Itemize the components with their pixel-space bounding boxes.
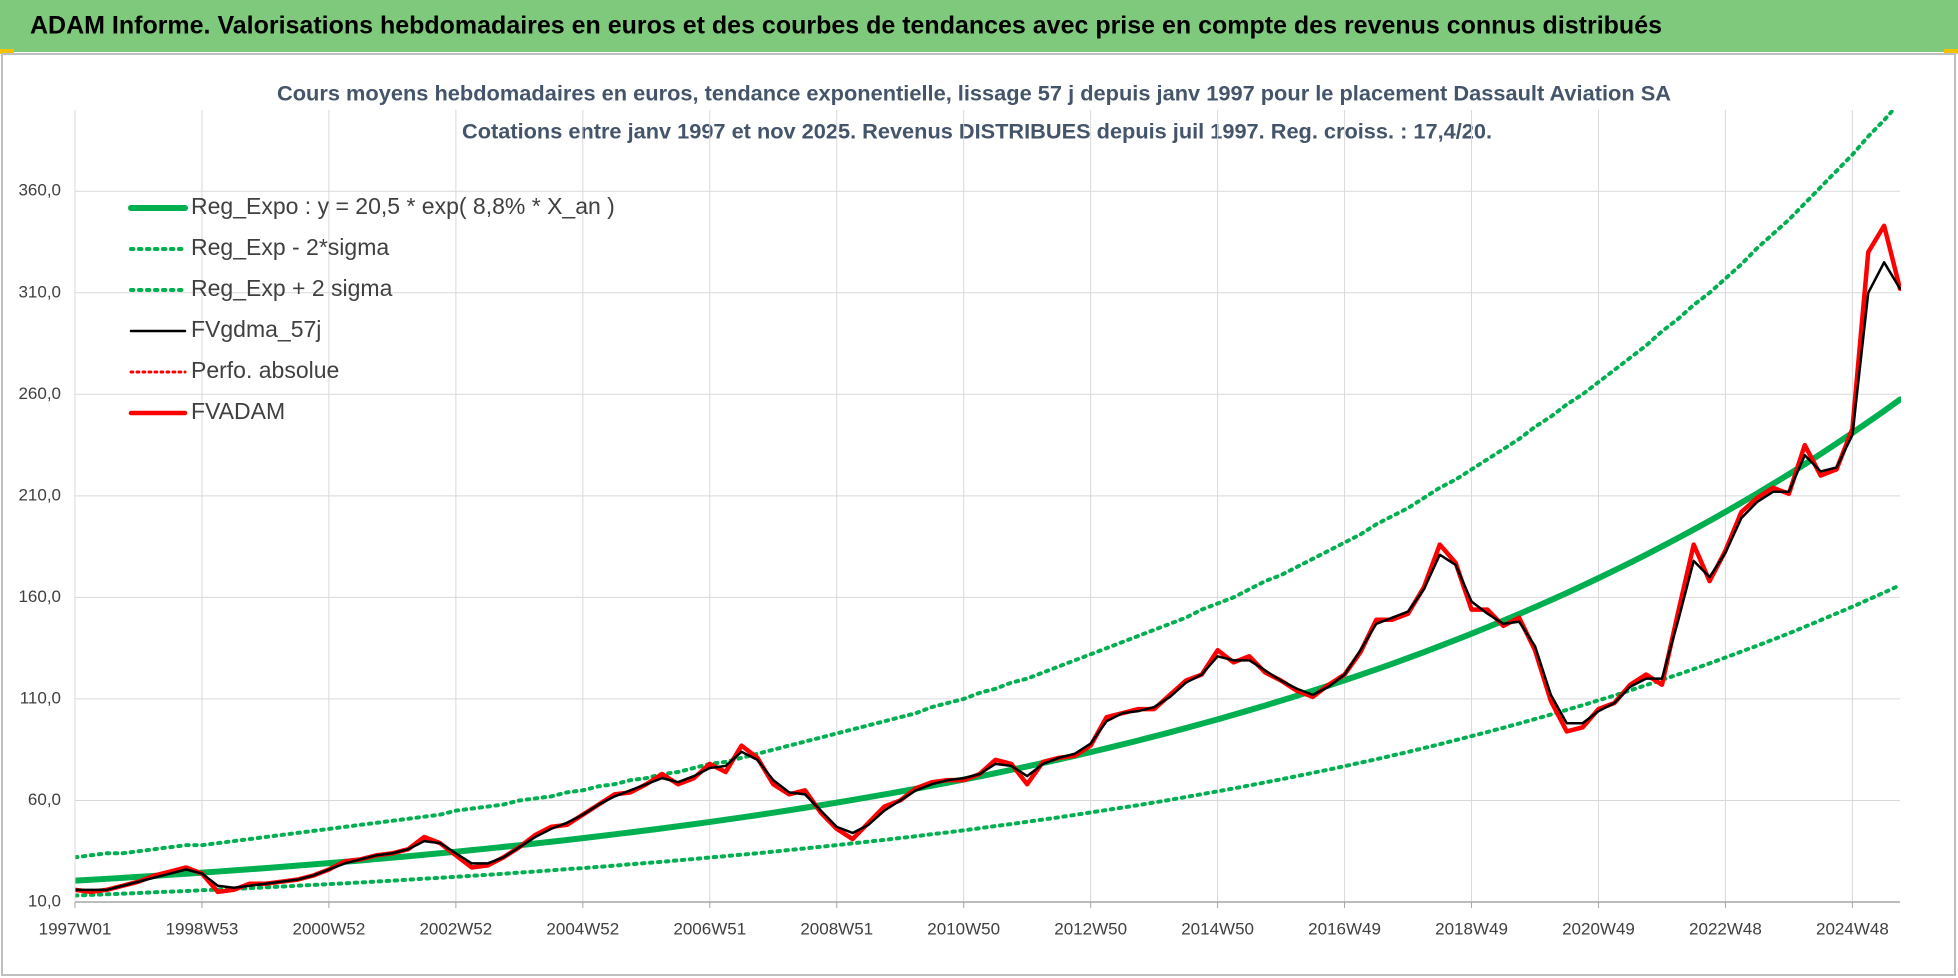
chart-title: Cours moyens hebdomadaires en euros, ten…: [277, 83, 1671, 106]
legend-label: FVADAM: [191, 398, 285, 424]
x-tick-label: 2008W51: [800, 919, 873, 938]
grid: [74, 110, 1900, 903]
series-line: [75, 396, 1901, 884]
x-tick-label: 2014W50: [1181, 919, 1254, 938]
plot: [75, 110, 1901, 898]
x-tick-label: 2018W49: [1435, 919, 1508, 938]
series-line: [75, 261, 1901, 892]
y-tick-label: 260,0: [18, 384, 61, 403]
series-line: [75, 583, 1901, 898]
y-tick-label: 360,0: [18, 181, 61, 200]
corner-mark: [0, 49, 14, 54]
x-tick-label: 1997W01: [39, 919, 112, 938]
legend-label: Reg_Exp - 2*sigma: [191, 234, 389, 260]
x-tick-label: 2024W48: [1816, 919, 1889, 938]
x-tick-label: 2022W48: [1689, 919, 1762, 938]
series-line: [75, 110, 1896, 860]
x-tick-label: 2016W49: [1308, 919, 1381, 938]
header-bar: [0, 0, 1958, 52]
header-title: ADAM Informe. Valorisations hebdomadaire…: [30, 12, 1662, 40]
x-tick-label: 2002W52: [419, 919, 492, 938]
legend: Reg_Expo : y = 20,5 * exp( 8,8% * X_an )…: [128, 193, 615, 424]
y-tick-label: 210,0: [18, 485, 61, 504]
corner-mark: [1944, 49, 1958, 54]
chart-frame: [1, 53, 1956, 976]
legend-label: FVgdma_57j: [191, 316, 321, 342]
y-tick-label: 10,0: [28, 891, 61, 910]
x-tick-label: 1998W53: [166, 919, 239, 938]
y-tick-label: 160,0: [18, 587, 61, 606]
legend-label: Reg_Exp + 2 sigma: [191, 275, 393, 301]
legend-label: Reg_Expo : y = 20,5 * exp( 8,8% * X_an ): [191, 193, 615, 219]
y-tick-label: 60,0: [28, 790, 61, 809]
x-tick-label: 2010W50: [927, 919, 1000, 938]
x-tick-label: 2012W50: [1054, 919, 1127, 938]
x-tick-label: 2020W49: [1562, 919, 1635, 938]
legend-label: Perfo. absolue: [191, 357, 339, 383]
axes: 10,0 60,0 110,0 160,0 210,0 260,0 310,0 360,0 19…: [18, 110, 1900, 938]
x-tick-label: 2006W51: [673, 919, 746, 938]
chart-subtitle: Cotations entre janv 1997 et nov 2025. R…: [462, 121, 1492, 144]
x-tick-label: 2000W52: [293, 919, 366, 938]
x-tick-label: 2004W52: [546, 919, 619, 938]
y-tick-label: 110,0: [20, 688, 61, 707]
y-tick-label: 310,0: [18, 282, 61, 301]
